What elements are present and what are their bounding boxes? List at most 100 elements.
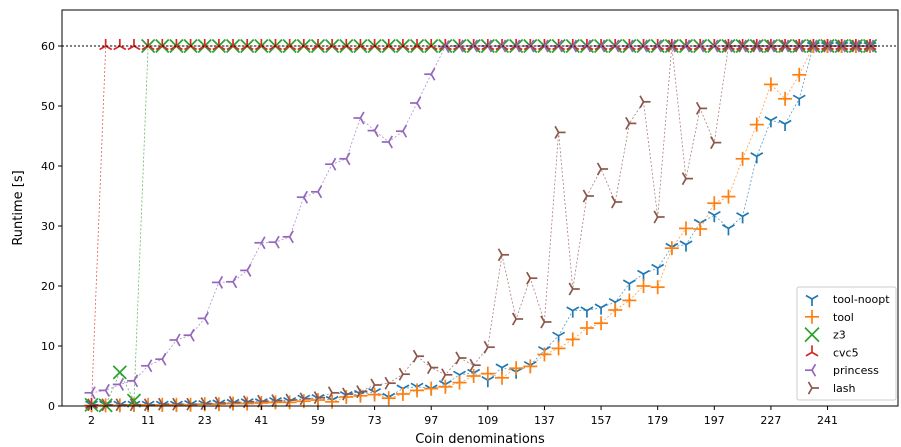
marker-stroke: [345, 158, 351, 166]
series-lines: [91, 45, 870, 406]
marker-stroke: [412, 349, 418, 357]
marker-stroke: [566, 306, 574, 312]
marker-plus: [480, 366, 495, 381]
marker-stroke: [331, 395, 339, 401]
marker-stroke: [200, 403, 206, 411]
marker-stroke: [515, 39, 521, 47]
marker-tri_right: [455, 351, 467, 365]
x-tick-label: 109: [477, 414, 498, 427]
marker-stroke: [837, 45, 843, 53]
marker-plus: [282, 395, 297, 410]
marker-stroke: [368, 45, 376, 51]
marker-plus: [749, 117, 764, 132]
marker-stroke: [458, 45, 464, 53]
marker-stroke: [370, 384, 376, 392]
marker-stroke: [373, 124, 379, 132]
marker-stroke: [384, 382, 390, 390]
marker-tri_right: [639, 95, 651, 109]
marker-stroke: [226, 398, 234, 404]
marker-stroke: [784, 45, 790, 53]
marker-tri_up: [198, 39, 212, 51]
legend-item-lash: lash: [807, 381, 856, 395]
marker-stroke: [416, 382, 424, 388]
marker-stroke: [529, 360, 537, 366]
marker-tri_up: [325, 39, 339, 51]
marker-tri_left: [169, 333, 181, 347]
marker-stroke: [642, 39, 648, 47]
marker-stroke: [204, 317, 209, 325]
marker-stroke: [232, 281, 238, 289]
marker-stroke: [656, 39, 662, 47]
y-tick-label: 10: [41, 340, 55, 353]
marker-stroke: [501, 39, 507, 47]
y-tick-label: 50: [41, 100, 55, 113]
marker-stroke: [780, 39, 786, 47]
marker-stroke: [501, 363, 509, 369]
marker-stroke: [444, 380, 452, 386]
marker-stroke: [529, 39, 535, 47]
marker-plus: [721, 189, 736, 204]
marker-stroke: [713, 45, 719, 53]
marker-plus: [622, 293, 637, 308]
marker-plus: [551, 341, 566, 356]
marker-stroke: [189, 334, 195, 342]
marker-stroke: [483, 346, 489, 354]
marker-stroke: [398, 373, 404, 381]
marker-stroke: [653, 216, 659, 224]
marker-stroke: [426, 367, 432, 375]
marker-tri_down: [778, 119, 792, 131]
x-axis: 2 11 23 41 59 73 97 109 137 157 179 197 227 241: [88, 406, 838, 427]
y-tick-label: 20: [41, 280, 55, 293]
marker-stroke: [285, 393, 291, 401]
marker-plus: [650, 280, 665, 295]
marker-stroke: [260, 45, 268, 51]
marker-tri_left: [197, 311, 209, 325]
marker-tri_down: [622, 279, 636, 291]
marker-stroke: [147, 365, 153, 373]
y-tick-label: 60: [41, 40, 55, 53]
marker-stroke: [388, 141, 393, 149]
marker-stroke: [798, 45, 804, 53]
marker-stroke: [710, 142, 716, 150]
marker-tri_right: [610, 195, 623, 209]
marker-stroke: [728, 224, 735, 230]
marker-tri_right: [186, 397, 198, 411]
marker-stroke: [586, 306, 594, 312]
marker-stroke: [254, 45, 262, 51]
marker-stroke: [642, 45, 648, 53]
marker-stroke: [713, 39, 719, 47]
legend-item-cvc5: cvc5: [805, 345, 859, 359]
marker-tri_up: [141, 39, 155, 51]
marker-stroke: [685, 45, 691, 53]
x-tick-label: 97: [424, 414, 438, 427]
legend: tool-noopt tool z3 cvc5 princess lash: [796, 286, 897, 401]
marker-stroke: [453, 370, 460, 376]
marker-stroke: [388, 135, 393, 143]
series-markers-princess: [84, 39, 875, 400]
marker-stroke: [756, 39, 761, 47]
marker-stroke: [87, 398, 93, 406]
marker-tri_left: [226, 275, 238, 289]
marker-plus: [268, 395, 283, 410]
marker-tri_right: [172, 397, 184, 411]
marker-stroke: [568, 282, 574, 290]
marker-stroke: [526, 271, 532, 279]
marker-stroke: [226, 45, 234, 51]
marker-stroke: [331, 45, 339, 51]
marker-tri_right: [327, 386, 340, 400]
marker-stroke: [331, 157, 337, 165]
marker-tri_up: [226, 39, 240, 51]
marker-tri_right: [412, 349, 425, 363]
marker-plus: [509, 361, 524, 376]
marker-stroke: [736, 212, 744, 218]
marker-stroke: [374, 387, 382, 393]
marker-tri_left: [296, 190, 309, 204]
marker-stroke: [129, 398, 135, 406]
x-tick-label: 227: [760, 414, 781, 427]
marker-stroke: [469, 358, 475, 366]
marker-stroke: [724, 39, 730, 47]
marker-plus: [537, 347, 552, 362]
marker-stroke: [469, 364, 475, 372]
marker-tri_left: [438, 40, 450, 54]
series-markers-z3: [84, 38, 878, 413]
